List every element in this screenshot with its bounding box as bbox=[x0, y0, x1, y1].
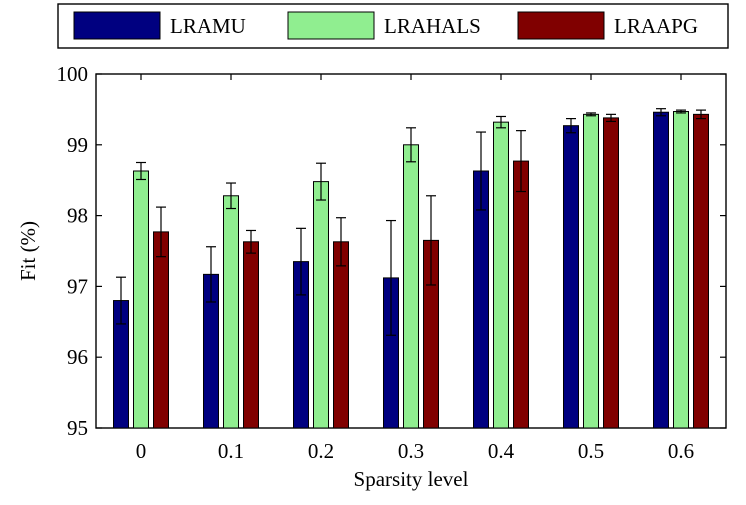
bar-lrahals bbox=[493, 121, 509, 429]
y-tick-label: 95 bbox=[67, 416, 88, 440]
legend-label-lrahals: LRAHALS bbox=[384, 14, 481, 38]
x-tick-label: 0.6 bbox=[668, 439, 694, 463]
x-tick-label: 0 bbox=[136, 439, 147, 463]
bar-lraapg bbox=[603, 117, 619, 429]
bar-lrahals bbox=[403, 144, 419, 429]
bar-lrahals bbox=[583, 113, 599, 429]
bar-lramu bbox=[653, 111, 669, 429]
bar-lrahals bbox=[223, 195, 239, 429]
legend-label-lraapg: LRAAPG bbox=[614, 14, 698, 38]
bar-lrahals bbox=[313, 181, 329, 429]
bar-lramu bbox=[563, 125, 579, 429]
y-tick-label: 99 bbox=[67, 133, 88, 157]
legend-swatch-lrahals bbox=[287, 11, 375, 40]
y-tick-label: 98 bbox=[67, 204, 88, 228]
bar-lrahals bbox=[133, 170, 149, 429]
x-tick-label: 0.1 bbox=[218, 439, 244, 463]
bar-lraapg bbox=[333, 241, 349, 429]
x-tick-label: 0.3 bbox=[398, 439, 424, 463]
legend-box bbox=[57, 3, 729, 49]
bar-lraapg bbox=[693, 113, 709, 429]
bar-lraapg bbox=[513, 160, 529, 429]
x-tick-label: 0.2 bbox=[308, 439, 334, 463]
x-tick-label: 0.5 bbox=[578, 439, 604, 463]
bar-lraapg bbox=[153, 231, 169, 429]
y-tick-label: 100 bbox=[57, 62, 89, 86]
y-tick-label: 97 bbox=[67, 274, 88, 298]
bar-lrahals bbox=[673, 111, 689, 429]
legend-swatch-lramu bbox=[73, 11, 161, 40]
y-tick-label: 96 bbox=[67, 345, 88, 369]
bar-lraapg bbox=[243, 241, 259, 429]
legend-label-lramu: LRAMU bbox=[170, 14, 246, 38]
y-axis-label: Fit (%) bbox=[16, 221, 40, 281]
x-tick-label: 0.4 bbox=[488, 439, 515, 463]
x-axis-label: Sparsity level bbox=[354, 467, 469, 491]
legend-swatch-lraapg bbox=[517, 11, 605, 40]
